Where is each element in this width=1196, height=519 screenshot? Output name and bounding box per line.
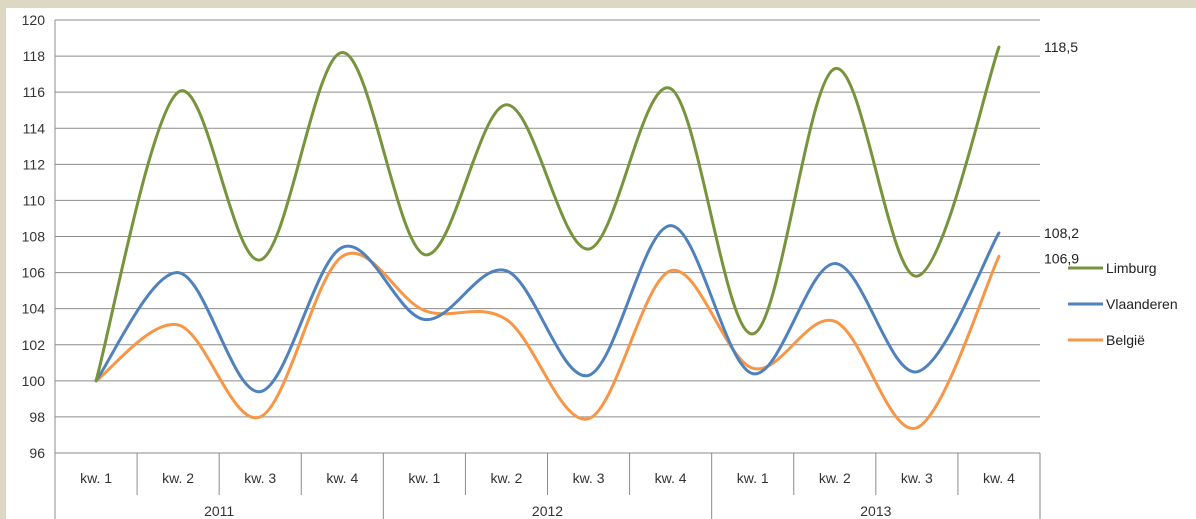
y-tick-label: 110 [23,192,46,208]
y-tick-label: 116 [23,84,46,100]
series-lines [94,45,1001,430]
x-tick-label: kw. 1 [737,470,769,486]
y-tick-label: 100 [22,373,46,389]
year-label: 2012 [532,503,563,519]
end-value-label: 106,9 [1044,250,1079,266]
y-tick-label: 118 [23,48,46,64]
legend: Limburg Vlaanderen België [1068,260,1178,348]
y-tick-label: 108 [22,229,46,245]
x-tick-label: kw. 4 [326,470,358,486]
x-tick-label: kw. 1 [80,470,112,486]
y-tick-label: 96 [29,445,45,461]
x-axis: kw. 1 kw. 2 kw. 3 kw. 4 kw. 1 kw. 2 kw. 3 kw. 4… [54,453,1041,519]
legend-label: België [1106,332,1145,348]
end-value-label: 118,5 [1044,39,1078,55]
y-tick-label: 98 [29,409,45,425]
y-tick-label: 120 [22,12,46,28]
year-label: 2011 [204,503,234,519]
legend-label: Vlaanderen [1106,296,1178,312]
series-line-limburg [94,45,1001,383]
y-tick-label: 112 [23,156,46,172]
gridlines [55,19,1040,454]
x-tick-label: kw. 4 [983,470,1015,486]
plot-panel [6,8,1196,519]
x-tick-label: kw. 3 [901,470,933,486]
y-axis: 96 98 100 102 104 106 108 110 112 114 116 118 120 [22,12,56,461]
y-tick-label: 114 [23,120,46,136]
end-value-label: 108,2 [1044,225,1079,241]
x-tick-label: kw. 2 [491,470,523,486]
y-tick-label: 102 [22,337,46,353]
x-tick-label: kw. 2 [162,470,194,486]
series-line-belgi- [94,251,1001,430]
x-tick-label: kw. 3 [573,470,605,486]
year-label: 2013 [860,503,891,519]
series-line-vlaanderen [94,224,1001,394]
x-tick-label: kw. 1 [408,470,440,486]
y-tick-label: 106 [22,265,46,281]
end-labels: 118,5 108,2 106,9 [1044,39,1079,266]
legend-label: Limburg [1106,260,1157,276]
x-tick-label: kw. 2 [819,470,851,486]
x-tick-label: kw. 4 [655,470,687,486]
y-tick-label: 104 [22,301,46,317]
x-tick-label: kw. 3 [244,470,276,486]
